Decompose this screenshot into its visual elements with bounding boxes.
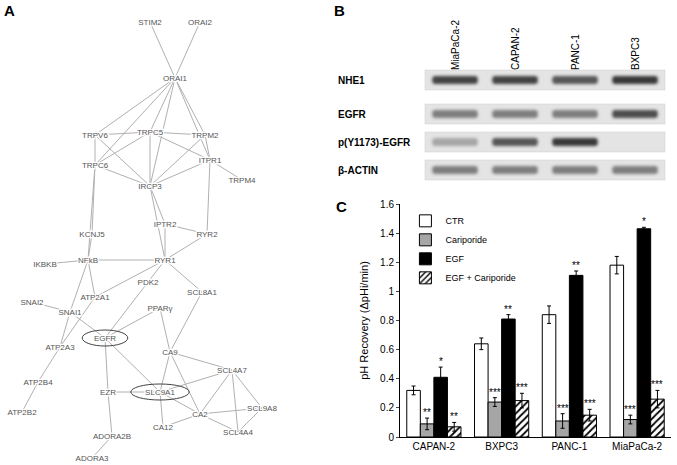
svg-text:SCL4A4: SCL4A4 (223, 428, 253, 437)
svg-text:1.2: 1.2 (380, 257, 394, 268)
svg-text:RYR2: RYR2 (196, 230, 218, 239)
svg-text:ATP2A3: ATP2A3 (45, 343, 75, 352)
svg-text:SCL9A8: SCL9A8 (247, 404, 277, 413)
svg-text:IKBKB: IKBKB (33, 260, 57, 269)
svg-text:NHE1: NHE1 (338, 75, 365, 86)
svg-text:PANC-1: PANC-1 (570, 34, 581, 70)
svg-text:0.4: 0.4 (380, 373, 394, 384)
svg-text:***: *** (624, 404, 636, 415)
svg-text:ATP2B4: ATP2B4 (23, 378, 53, 387)
svg-text:0.6: 0.6 (380, 344, 394, 355)
svg-text:***: *** (557, 403, 569, 414)
svg-text:KCNJ5: KCNJ5 (79, 230, 105, 239)
svg-text:EGFR: EGFR (94, 334, 116, 343)
svg-text:PPARγ: PPARγ (147, 304, 172, 313)
svg-text:***: *** (584, 398, 596, 409)
svg-text:CAPAN-2: CAPAN-2 (510, 27, 521, 70)
svg-text:BXPC3: BXPC3 (485, 441, 518, 452)
svg-text:***: *** (651, 379, 663, 390)
svg-text:TRPM2: TRPM2 (191, 131, 219, 140)
svg-text:ORAI1: ORAI1 (163, 74, 188, 83)
svg-text:0: 0 (388, 432, 394, 443)
svg-text:*: * (642, 216, 646, 227)
svg-text:**: ** (450, 411, 458, 422)
svg-text:1.6: 1.6 (380, 199, 394, 210)
svg-text:TRPC6: TRPC6 (82, 161, 109, 170)
svg-text:TRPV6: TRPV6 (82, 131, 108, 140)
svg-text:MiaPaCa-2: MiaPaCa-2 (450, 20, 461, 70)
svg-text:ITPR1: ITPR1 (199, 156, 222, 165)
svg-text:TRPC5: TRPC5 (137, 128, 164, 137)
svg-text:ATP2A1: ATP2A1 (80, 293, 110, 302)
svg-text:1.4: 1.4 (380, 228, 394, 239)
svg-text:β-ACTIN: β-ACTIN (338, 165, 378, 176)
svg-text:PDK2: PDK2 (138, 278, 159, 287)
svg-text:EGF: EGF (445, 254, 464, 264)
svg-text:B: B (334, 2, 345, 19)
svg-text:**: ** (572, 260, 580, 271)
svg-text:SNAI2: SNAI2 (20, 298, 44, 307)
svg-text:IRCP3: IRCP3 (138, 182, 162, 191)
svg-text:Cariporide: Cariporide (445, 235, 487, 245)
svg-text:**: ** (423, 407, 431, 418)
svg-text:1: 1 (388, 286, 394, 297)
svg-text:PANC-1: PANC-1 (551, 441, 587, 452)
svg-text:SCL8A1: SCL8A1 (187, 288, 217, 297)
svg-text:RYR1: RYR1 (154, 256, 176, 265)
svg-text:A: A (4, 2, 15, 19)
svg-text:SLC9A1: SLC9A1 (145, 388, 175, 397)
svg-text:CAPAN-2: CAPAN-2 (413, 441, 456, 452)
svg-text:*: * (439, 356, 443, 367)
svg-text:EGFR: EGFR (338, 109, 367, 120)
svg-text:***: *** (489, 387, 501, 398)
svg-text:EZR: EZR (100, 388, 116, 397)
svg-text:CA2: CA2 (192, 410, 208, 419)
svg-text:0.8: 0.8 (380, 315, 394, 326)
svg-text:MiaPaCa-2: MiaPaCa-2 (612, 441, 662, 452)
svg-text:SCL4A7: SCL4A7 (217, 366, 247, 375)
svg-text:STIM2: STIM2 (138, 18, 162, 27)
svg-text:TRPM4: TRPM4 (228, 176, 256, 185)
svg-text:pH Recovery (ΔpHi/min): pH Recovery (ΔpHi/min) (358, 261, 370, 380)
svg-text:IPTR2: IPTR2 (154, 220, 177, 229)
svg-text:CA12: CA12 (153, 423, 174, 432)
svg-text:EGF + Cariporide: EGF + Cariporide (445, 273, 515, 283)
svg-text:***: *** (516, 382, 528, 393)
svg-text:p(Y1173)-EGFR: p(Y1173)-EGFR (338, 137, 411, 148)
svg-text:**: ** (504, 304, 512, 315)
svg-text:ADORA3: ADORA3 (76, 454, 109, 463)
svg-text:0.2: 0.2 (380, 402, 394, 413)
svg-text:C: C (336, 198, 347, 215)
svg-text:BXPC3: BXPC3 (630, 37, 641, 70)
svg-text:CA9: CA9 (162, 348, 178, 357)
svg-text:CTR: CTR (445, 216, 464, 226)
svg-text:NFkB: NFkB (78, 256, 98, 265)
svg-text:ATP2B2: ATP2B2 (7, 408, 37, 417)
svg-text:ORAI2: ORAI2 (188, 18, 213, 27)
svg-text:SNAI1: SNAI1 (58, 308, 82, 317)
svg-text:ADORA2B: ADORA2B (93, 432, 131, 441)
